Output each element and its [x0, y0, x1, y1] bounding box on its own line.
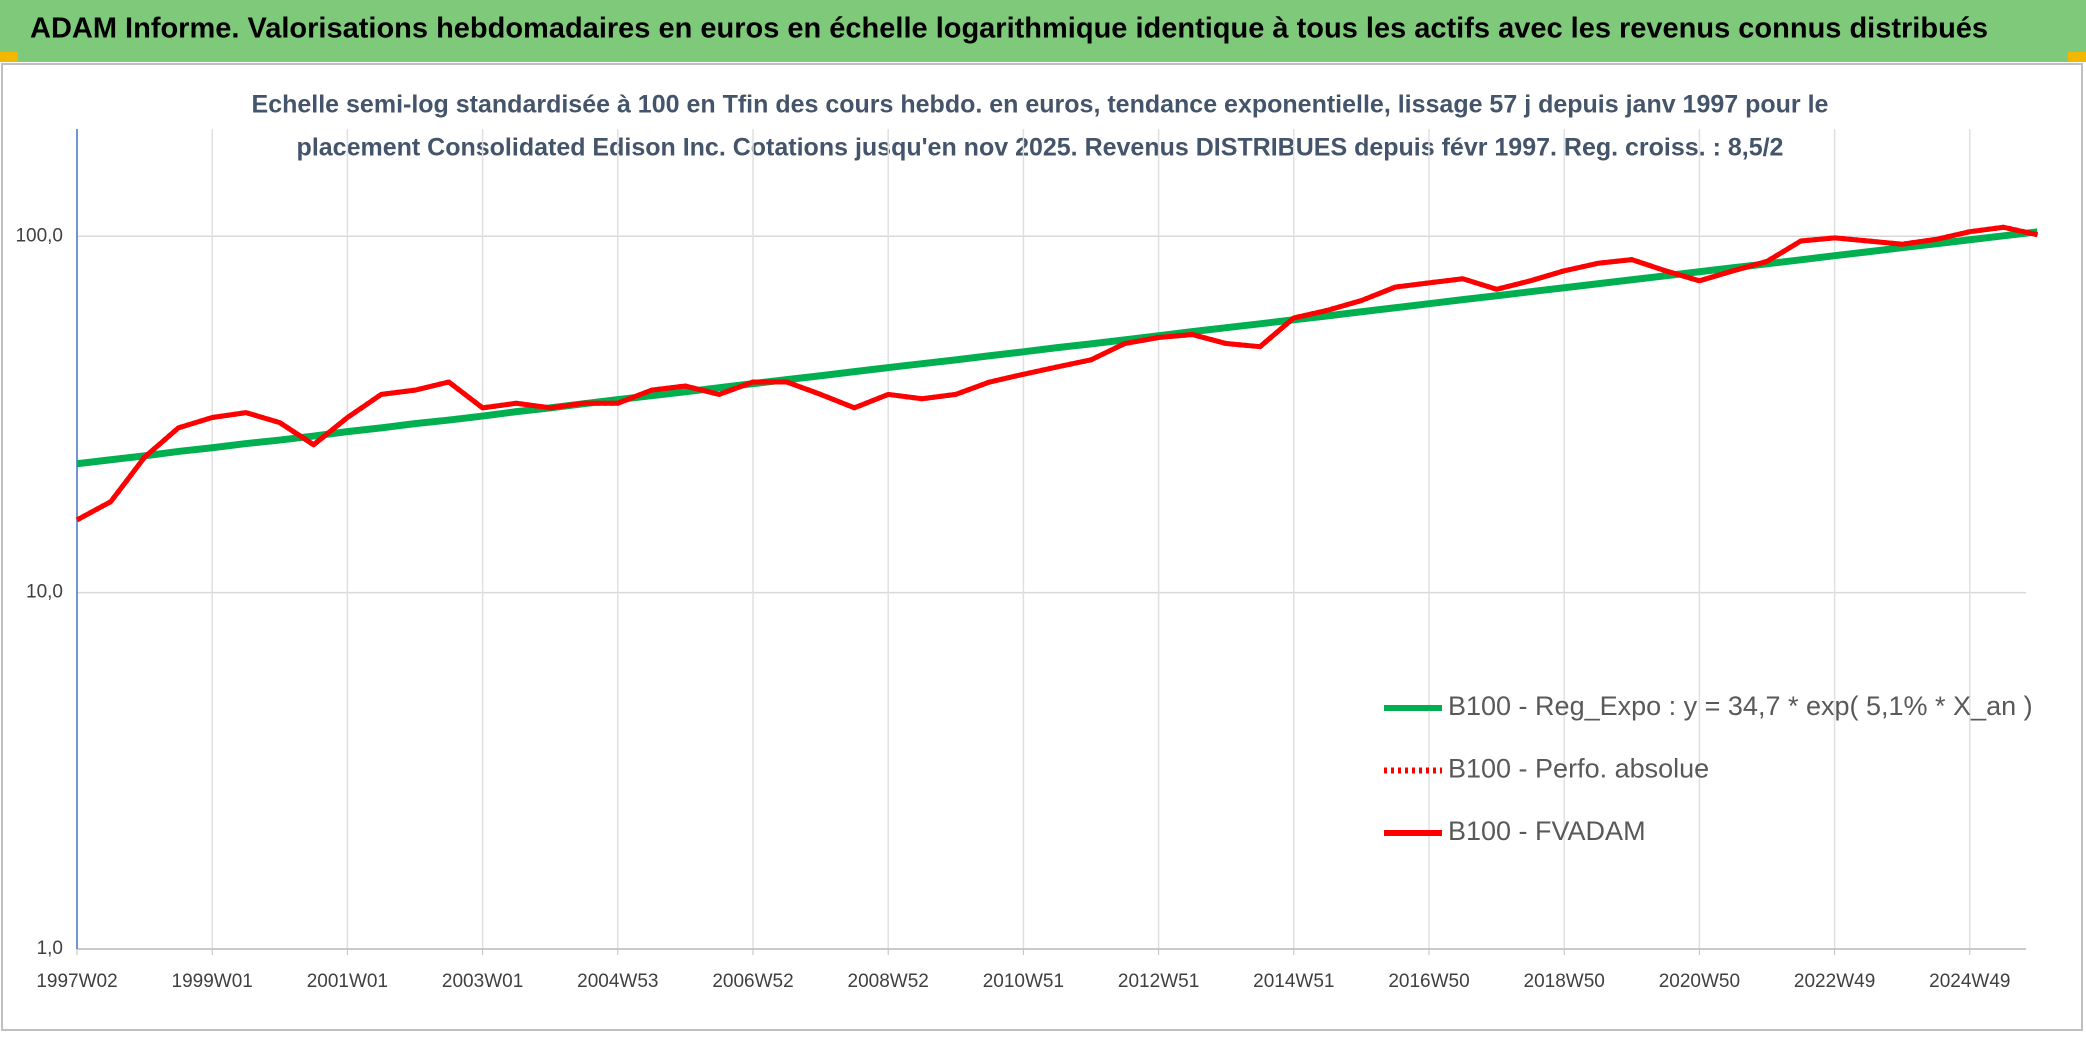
- x-tick-label: 2008W52: [848, 971, 929, 992]
- corner: [2068, 52, 2086, 62]
- x-tick-label: 2016W50: [1388, 971, 1469, 992]
- x-tick-label: 2006W52: [712, 971, 793, 992]
- page-title: ADAM Informe. Valorisations hebdomadaire…: [30, 13, 1988, 45]
- x-tick-label: 2012W51: [1118, 971, 1199, 992]
- x-tick-label: 2020W50: [1659, 971, 1740, 992]
- frame: [1, 63, 2083, 1031]
- x-tick-label: 2010W51: [983, 971, 1064, 992]
- title-bar: [0, 0, 2086, 62]
- x-tick-label: 2014W51: [1253, 971, 1334, 992]
- x-tick-label: 2018W50: [1524, 971, 1605, 992]
- series-line: [75, 224, 2038, 523]
- y-tick-label: 100,0: [15, 225, 63, 246]
- x-tick-label: 2001W01: [307, 971, 388, 992]
- x-tick-label: 1997W02: [36, 971, 117, 992]
- y-tick-label: 10,0: [26, 582, 63, 603]
- x-tick-label: 1999W01: [172, 971, 253, 992]
- y-tick-label: 1,0: [37, 938, 63, 959]
- x-tick-label: 2022W49: [1794, 971, 1875, 992]
- legend-label: B100 - Reg_Expo : y = 34,7 * exp( 5,1% *…: [1448, 691, 2033, 721]
- series-line: [76, 228, 2038, 468]
- x-tick-label: 2004W53: [577, 971, 658, 992]
- x-tick-label: 2024W49: [1929, 971, 2010, 992]
- legend-label: B100 - Perfo. absolue: [1448, 754, 1709, 784]
- x-tick-label: 2003W01: [442, 971, 523, 992]
- corner: [0, 52, 18, 62]
- legend-label: B100 - FVADAM: [1448, 816, 1646, 846]
- chart-subtitle: placement Consolidated Edison Inc. Cotat…: [297, 134, 1784, 162]
- chart-subtitle: Echelle semi-log standardisée à 100 en T…: [252, 91, 1829, 119]
